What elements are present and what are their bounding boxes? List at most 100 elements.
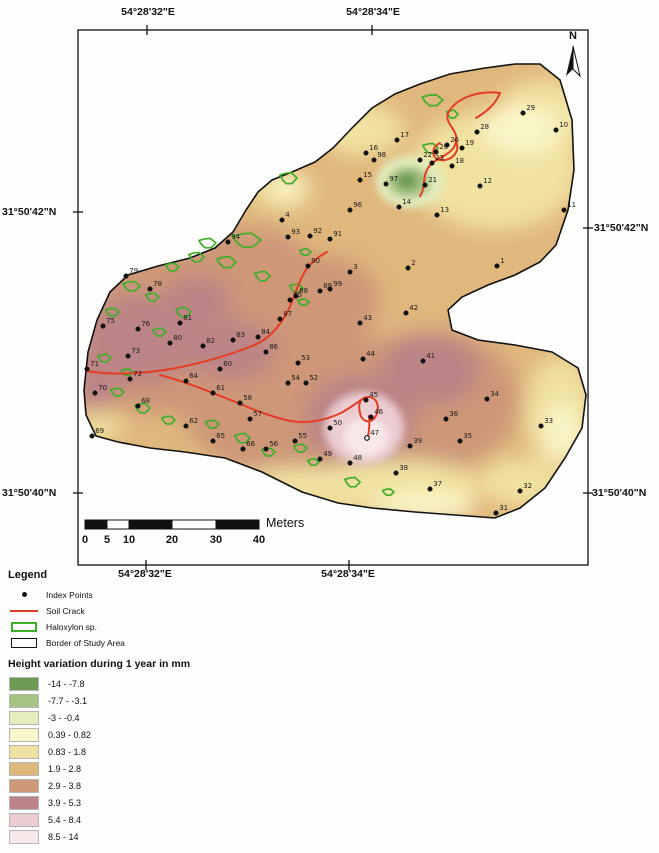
index-point-label: 16 — [369, 144, 378, 152]
index-point — [538, 423, 544, 429]
index-point-label: 86 — [269, 343, 278, 351]
height-class-label: -7.7 - -3.1 — [48, 695, 88, 706]
coord-label-bottom-left: 54°28'32"E — [118, 568, 172, 580]
index-point — [493, 510, 499, 516]
legend-item-outline-black: Border of Study Area — [6, 635, 336, 650]
index-point — [230, 337, 236, 343]
soil-crack-icon — [10, 609, 38, 612]
index-point — [84, 366, 90, 372]
index-point — [417, 157, 423, 163]
index-point — [210, 390, 216, 396]
index-point — [317, 288, 323, 294]
index-point — [357, 177, 363, 183]
index-point — [125, 353, 131, 359]
haloxylon-icon — [11, 621, 37, 632]
haloxylon-polygon — [174, 306, 192, 318]
index-point — [295, 360, 301, 366]
haloxylon-polygon — [144, 292, 160, 302]
index-point-label: 10 — [559, 121, 568, 129]
index-point-label: 2 — [411, 259, 415, 267]
index-point — [449, 163, 455, 169]
soil-crack-line — [86, 251, 328, 375]
index-point — [127, 376, 133, 382]
index-point — [285, 234, 291, 240]
index-point — [293, 293, 299, 299]
soil-crack-line — [159, 374, 365, 423]
index-point — [287, 297, 293, 303]
index-point — [403, 310, 409, 316]
index-point — [347, 207, 353, 213]
scalebar-labels: 0 5 10 20 30 40 — [0, 534, 320, 550]
haloxylon-polygon — [187, 251, 205, 263]
legend-item-label: Border of Study Area — [46, 637, 125, 648]
haloxylon-polygon — [421, 93, 444, 107]
index-point-icon — [21, 592, 27, 597]
index-point-label: 58 — [243, 394, 252, 402]
height-class-row: 3.9 - 5.3 — [6, 794, 336, 811]
index-point — [167, 340, 173, 346]
index-point-label: 43 — [363, 314, 372, 322]
legend-swatch — [6, 609, 42, 612]
legend-swatch — [6, 637, 42, 648]
index-point — [364, 435, 370, 441]
haloxylon-polygon — [164, 262, 180, 272]
index-point-label: 71 — [90, 360, 99, 368]
haloxylon-polygon — [204, 419, 220, 429]
index-point-label: 15 — [363, 171, 372, 179]
index-point-label: 33 — [544, 417, 553, 425]
index-point — [363, 150, 369, 156]
study-area-border-icon — [11, 637, 37, 648]
index-point-label: 83 — [236, 331, 245, 339]
index-point-label: 29 — [526, 104, 535, 112]
coord-label-bottom-right: 54°28'34"E — [321, 568, 375, 580]
index-point-label: 81 — [183, 314, 192, 322]
height-class-label: 2.9 - 3.8 — [48, 780, 82, 791]
legend-item-point: Index Points — [6, 587, 336, 602]
index-point — [517, 488, 523, 494]
index-point-label: 56 — [269, 440, 278, 448]
index-point-label: 50 — [333, 419, 342, 427]
legend-swatch — [6, 592, 42, 597]
index-point-label: 82 — [206, 337, 215, 345]
index-point — [347, 269, 353, 275]
index-point-label: 55 — [298, 432, 307, 440]
index-point — [100, 323, 106, 329]
index-point — [422, 182, 428, 188]
height-variation-title: Height variation during 1 year in mm — [8, 658, 191, 670]
index-point — [277, 316, 283, 322]
haloxylon-polygon — [292, 443, 308, 453]
height-class-swatch — [9, 727, 39, 742]
index-point — [383, 181, 389, 187]
index-point-label: 21 — [428, 176, 437, 184]
height-class-label: 8.5 - 14 — [48, 831, 79, 842]
index-point — [255, 334, 261, 340]
index-point — [317, 456, 323, 462]
index-point-label: 48 — [353, 454, 362, 462]
haloxylon-polygon — [306, 458, 320, 467]
soil-crack-line — [358, 396, 379, 423]
coord-label-left-bottom: 31°50'40"N — [2, 487, 57, 499]
index-point-label: 89 — [323, 282, 332, 290]
index-point-label: 12 — [483, 177, 492, 185]
index-point — [360, 356, 366, 362]
index-point-label: 78 — [153, 280, 162, 288]
haloxylon-polygon — [381, 488, 395, 497]
index-point — [327, 286, 333, 292]
index-point — [247, 416, 253, 422]
height-class-row: -14 - -7.8 — [6, 675, 336, 692]
index-point — [520, 110, 526, 116]
index-point-label: 49 — [323, 450, 332, 458]
index-point-label: 26 — [450, 136, 459, 144]
haloxylon-polygon — [120, 368, 134, 377]
index-point — [217, 366, 223, 372]
index-point — [457, 438, 463, 444]
index-point-label: 64 — [189, 372, 198, 380]
coord-label-left-top: 31°50'42"N — [2, 206, 57, 218]
index-point — [240, 446, 246, 452]
legend-items: Index Points Soil Crack Haloxylon sp. Borde… — [6, 587, 336, 650]
legend-item-outline-green: Haloxylon sp. — [6, 619, 336, 634]
haloxylon-polygon — [109, 387, 125, 397]
index-point — [474, 129, 480, 135]
index-point — [394, 137, 400, 143]
